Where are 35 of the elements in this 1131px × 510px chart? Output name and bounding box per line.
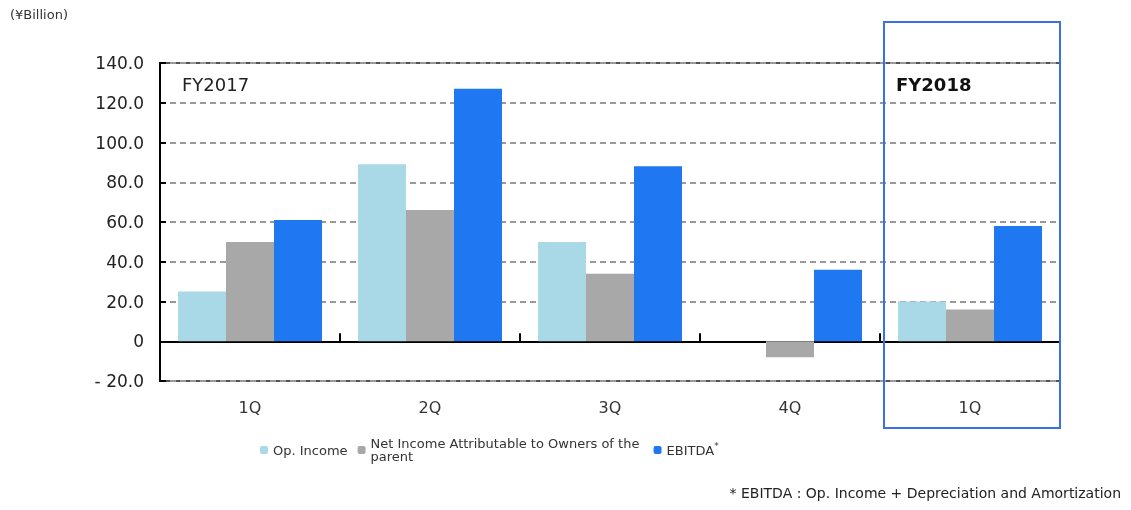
y-tick-label: 100.0 [95, 132, 144, 153]
bar [538, 241, 586, 342]
bar [274, 220, 322, 342]
text: * EBITDA : Op. Income + Depreciation and Amortization [729, 485, 1122, 501]
bar [766, 341, 814, 358]
y-tick-label: 80.0 [106, 172, 144, 193]
annotation: FY2017 [182, 73, 250, 95]
bar [586, 273, 634, 342]
annotation: FY2018 [896, 73, 972, 95]
bar [634, 166, 682, 342]
bar [814, 269, 862, 342]
bar [454, 88, 502, 342]
y-tick-label: 20.0 [106, 291, 144, 312]
bar [178, 291, 226, 342]
bar [406, 210, 454, 342]
bar [898, 301, 946, 342]
y-axis-title: (¥Billion) [10, 7, 68, 22]
bar [226, 241, 274, 342]
legend-label: Op. Income [273, 442, 348, 458]
x-tick-label: 4Q [778, 397, 802, 417]
legend-label: EBITDA* [666, 441, 720, 458]
y-tick-label: 0 [133, 331, 144, 352]
y-tick-label: 60.0 [106, 212, 144, 232]
bar [994, 225, 1042, 342]
y-tick-label: 140.0 [95, 53, 144, 73]
x-tick-label: 2Q [418, 397, 442, 417]
x-tick-label: 1Q [238, 397, 262, 417]
y-tick-label: - 20.0 [94, 371, 144, 391]
legend-label: Net Income Attributable to Owners of the parent [370, 436, 644, 464]
y-tick-label: 120.0 [95, 92, 144, 113]
bar [946, 309, 994, 342]
x-tick-label: 1Q [958, 397, 982, 417]
y-tick-label: 40.0 [106, 251, 144, 272]
bar [358, 164, 406, 342]
x-tick-label: 3Q [598, 397, 622, 417]
